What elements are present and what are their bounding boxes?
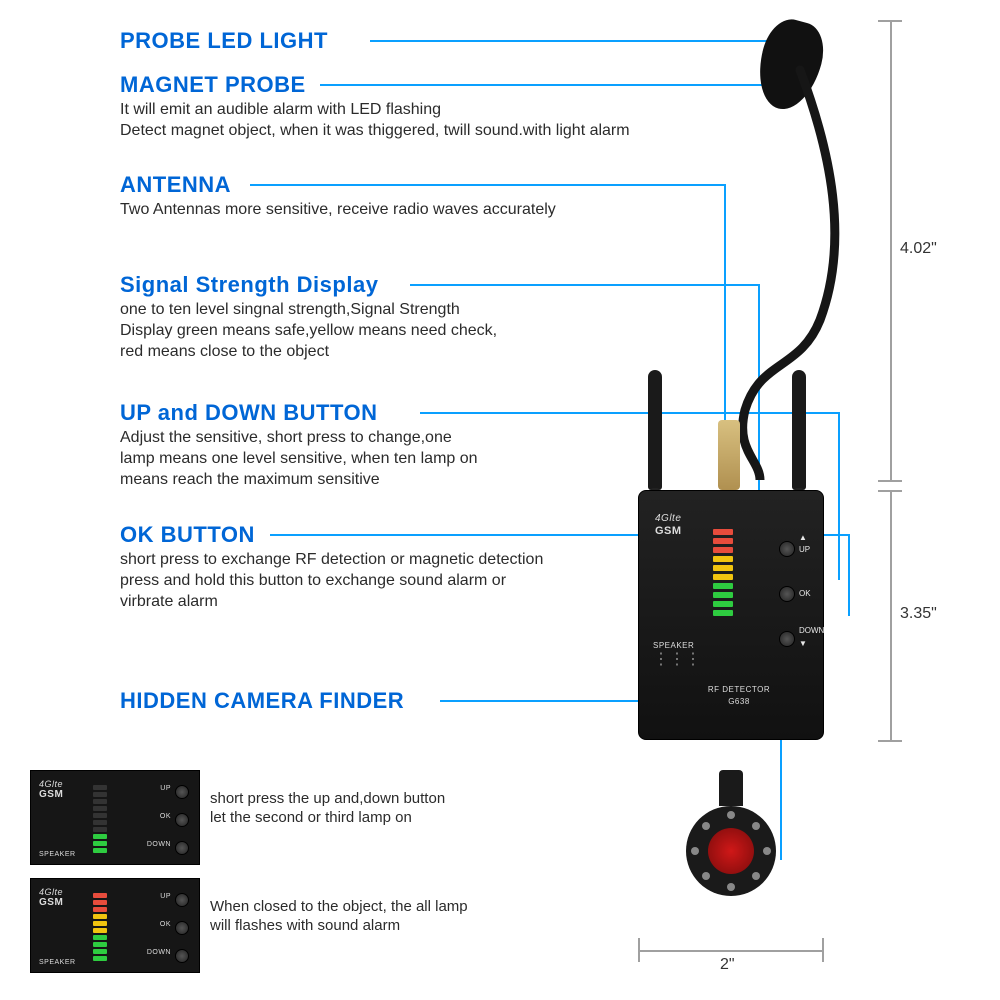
brand-sub-label: GSM: [39, 789, 63, 800]
dim-line: [890, 20, 892, 480]
dim-tick: [878, 740, 902, 742]
panel-buttons: [175, 893, 189, 963]
down-label: DOWN: [147, 841, 171, 848]
detector-body: 4Glte GSM SPEAKER ⋮⋮⋮ ▲ UP OK DOWN ▼ RF …: [638, 490, 824, 740]
speaker-icon: ⋮⋮⋮: [653, 649, 701, 669]
feature-antenna: ANTENNA Two Antennas more sensitive, rec…: [120, 172, 640, 221]
ok-button[interactable]: [779, 586, 795, 602]
ok-label: OK: [160, 813, 171, 820]
down-label: DOWN: [147, 949, 171, 956]
brand-label: 4Glte: [39, 779, 63, 789]
up-button: [175, 785, 189, 799]
down-button-text: DOWN: [799, 626, 824, 635]
panel-example-2: 4Glte GSM SPEAKER UP OK DOWN: [30, 878, 200, 973]
brand-sub-label: GSM: [39, 897, 63, 908]
feature-magnet-probe: MAGNET PROBE It will emit an audible ala…: [120, 72, 640, 142]
brand-label: 4Glte: [39, 887, 63, 897]
device-illustration: 4Glte GSM SPEAKER ⋮⋮⋮ ▲ UP OK DOWN ▼ RF …: [630, 20, 930, 980]
feature-desc: short press to exchange RF detection or …: [120, 550, 640, 612]
feature-desc: one to ten level singnal strength,Signal…: [120, 300, 640, 362]
dim-line: [890, 490, 892, 740]
up-button-text: UP: [799, 545, 810, 554]
up-label: UP: [160, 785, 171, 792]
dim-body-width: 2": [720, 956, 735, 974]
dim-body-height: 3.35": [900, 605, 937, 623]
ok-button: [175, 813, 189, 827]
brand-label: 4Glte: [655, 513, 681, 524]
up-button[interactable]: [779, 541, 795, 557]
dim-line: [638, 950, 824, 952]
dim-tick: [878, 480, 902, 482]
up-button-label: ▲: [799, 533, 807, 542]
speaker-label-small: SPEAKER: [39, 851, 76, 858]
camera-finder-icon: [686, 770, 776, 896]
up-button: [175, 893, 189, 907]
brand-sub-label: GSM: [655, 525, 682, 537]
model-label-1: RF DETECTOR: [699, 685, 779, 694]
dim-tick: [638, 938, 640, 962]
speaker-label-small: SPEAKER: [39, 959, 76, 966]
dim-tick: [878, 20, 902, 22]
ok-label: OK: [160, 921, 171, 928]
panel-2-caption: When closed to the object, the all lamp …: [210, 898, 510, 936]
feature-desc: It will emit an audible alarm with LED f…: [120, 100, 640, 142]
up-label: UP: [160, 893, 171, 900]
camera-lens-icon: [708, 828, 754, 874]
ok-button: [175, 921, 189, 935]
panel-1-caption: short press the up and,down button let t…: [210, 790, 510, 828]
dim-tick: [822, 938, 824, 962]
feature-desc: Adjust the sensitive, short press to cha…: [120, 428, 640, 490]
panel-buttons: [175, 785, 189, 855]
down-button[interactable]: [779, 631, 795, 647]
signal-led-bar: [93, 785, 107, 853]
sma-connector-icon: [718, 420, 740, 490]
probe-shaft-icon: [690, 60, 890, 480]
feature-desc: Two Antennas more sensitive, receive rad…: [120, 200, 640, 221]
antenna-left-icon: [648, 370, 662, 490]
signal-led-bar: [713, 529, 733, 616]
model-label-2: G638: [699, 697, 779, 706]
down-button-label: ▼: [799, 639, 807, 648]
down-button: [175, 841, 189, 855]
antenna-right-icon: [792, 370, 806, 490]
dim-tick: [878, 490, 902, 492]
dim-probe-height: 4.02": [900, 240, 937, 258]
panel-example-1: 4Glte GSM SPEAKER UP OK DOWN: [30, 770, 200, 865]
signal-led-bar: [93, 893, 107, 961]
down-button: [175, 949, 189, 963]
ok-button-text: OK: [799, 589, 811, 598]
